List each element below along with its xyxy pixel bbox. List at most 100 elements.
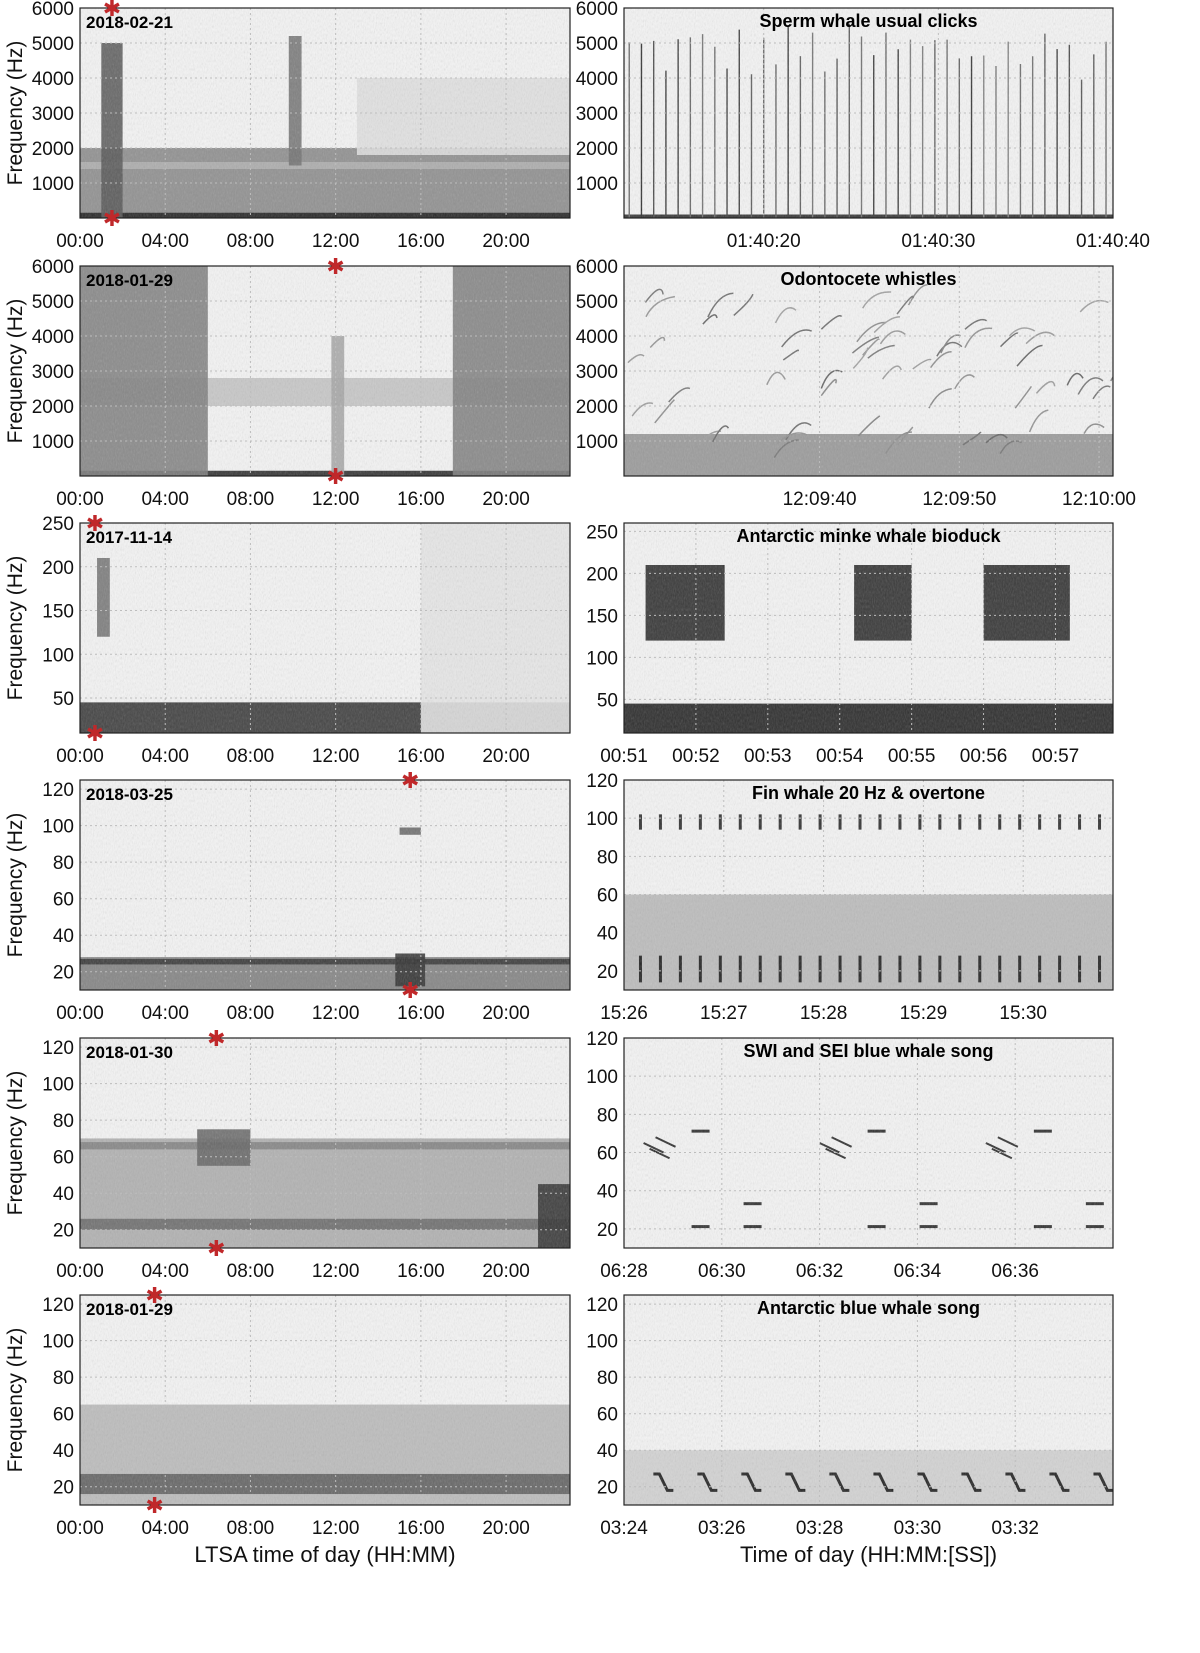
date-label: 2018-01-29 [86,271,173,290]
x-tick-label: 03:30 [894,1518,942,1539]
x-tick-label: 00:56 [960,746,1008,767]
time-marker: ✱ [326,464,344,489]
y-tick-label: 2000 [576,397,618,418]
x-tick-label: 04:00 [141,1261,189,1282]
y-tick-label: 50 [53,689,74,710]
time-marker: ✱ [207,1026,225,1051]
x-tick-label: 06:32 [796,1261,844,1282]
time-marker: ✱ [86,511,104,536]
x-tick-label: 03:24 [600,1518,648,1539]
y-tick-label: 80 [597,1368,618,1389]
x-tick-label: 16:00 [397,1261,445,1282]
y-axis-label: Frequency (Hz) [4,813,27,958]
noise-texture [80,780,570,990]
y-tick-label: 120 [42,780,74,801]
x-tick-label: 15:26 [600,1003,648,1024]
y-tick-label: 60 [53,890,74,911]
y-axis-label: Frequency (Hz) [4,556,27,701]
x-tick-label: 20:00 [482,489,530,510]
y-tick-label: 100 [42,1332,74,1353]
y-tick-label: 40 [597,1182,618,1203]
y-axis-label: Frequency (Hz) [4,299,27,444]
x-tick-label: 12:10:00 [1062,489,1136,510]
panel-title: Odontocete whistles [780,269,956,289]
x-tick-label: 04:00 [141,231,189,252]
x-tick-label: 03:32 [991,1518,1039,1539]
x-tick-label: 03:28 [796,1518,844,1539]
x-tick-label: 01:40:30 [901,231,975,252]
x-tick-label: 04:00 [141,1518,189,1539]
axes-frame [79,1037,571,1249]
y-tick-label: 6000 [576,0,618,20]
noise-texture [624,1038,1113,1248]
x-tick-label: 04:00 [141,1003,189,1024]
x-tick-label: 16:00 [397,1003,445,1024]
time-marker: ✱ [145,1493,163,1518]
x-tick-label: 08:00 [227,231,275,252]
x-tick-label: 01:40:20 [727,231,801,252]
x-tick-label: 00:00 [56,1261,104,1282]
axes-frame [623,522,1114,734]
y-tick-label: 120 [42,1038,74,1059]
x-tick-label: 20:00 [482,1003,530,1024]
y-tick-label: 3000 [32,104,74,125]
panel-title: Sperm whale usual clicks [759,11,977,31]
x-tick-label: 03:26 [698,1518,746,1539]
x-tick-label: 16:00 [397,1518,445,1539]
ltsa-panel: 20 40 60 80 100 120 00:00 04:00 08:00 12:00 16:00 2… [4,1026,571,1282]
x-tick-label: 00:55 [888,746,936,767]
x-tick-label: 08:00 [227,1261,275,1282]
panel-title: SWI and SEI blue whale song [743,1041,993,1061]
x-axis-label: LTSA time of day (HH:MM) [194,1542,455,1567]
x-tick-label: 06:30 [698,1261,746,1282]
panel-title: Antarctic blue whale song [757,1298,980,1318]
y-tick-label: 5000 [32,34,74,55]
ltsa-panel: 50 100 150 200 250 00:00 04:00 08:00 12:00 16:00 2… [4,511,571,767]
x-tick-label: 15:28 [800,1003,848,1024]
y-tick-label: 6000 [576,257,618,278]
axes-frame [623,1294,1114,1506]
y-tick-label: 100 [42,645,74,666]
y-tick-label: 2000 [576,139,618,160]
noise-texture [624,780,1113,990]
spectrogram-panel: 20 40 60 80 100 120 06:28 06:30 06:32 06:34 06:36 S… [586,1029,1114,1282]
axes-frame [79,7,571,219]
y-tick-label: 1000 [576,432,618,453]
ltsa-panel: 1000 2000 3000 4000 5000 6000 00:00 04:00 08:00 1… [4,0,571,252]
y-tick-label: 20 [597,962,618,983]
x-tick-label: 06:36 [991,1261,1039,1282]
y-tick-label: 60 [597,1405,618,1426]
time-marker: ✱ [326,254,344,279]
axes-frame [79,265,571,477]
spectrogram-panel: 20 40 60 80 100 120 15:26 15:27 15:28 15:29 15:30 F… [586,771,1114,1024]
y-tick-label: 250 [586,522,618,543]
y-tick-label: 4000 [576,69,618,90]
x-tick-label: 04:00 [141,746,189,767]
axes-frame [623,1037,1114,1249]
y-tick-label: 3000 [576,104,618,125]
axes-frame [79,1294,571,1506]
y-tick-label: 20 [53,1221,74,1242]
x-tick-label: 16:00 [397,746,445,767]
spectrogram-panel: 20 40 60 80 100 120 03:24 03:26 03:28 03:30 03:32 A… [586,1294,1114,1567]
x-tick-label: 20:00 [482,1518,530,1539]
time-marker: ✱ [145,1283,163,1308]
y-tick-label: 4000 [32,69,74,90]
x-tick-label: 00:51 [600,746,648,767]
x-tick-label: 20:00 [482,746,530,767]
x-tick-label: 12:00 [312,231,360,252]
spectrogram-image [80,523,570,733]
x-tick-label: 12:00 [312,489,360,510]
x-tick-label: 12:09:50 [922,489,996,510]
y-tick-label: 120 [42,1295,74,1316]
noise-texture [80,523,570,733]
y-tick-label: 6000 [32,0,74,20]
whistle-contour [1110,375,1113,382]
y-tick-label: 4000 [32,327,74,348]
y-axis-label: Frequency (Hz) [4,1328,27,1473]
x-tick-label: 00:53 [744,746,792,767]
x-tick-label: 12:00 [312,1261,360,1282]
spectrogram-image [80,1038,570,1248]
y-tick-label: 5000 [576,34,618,55]
